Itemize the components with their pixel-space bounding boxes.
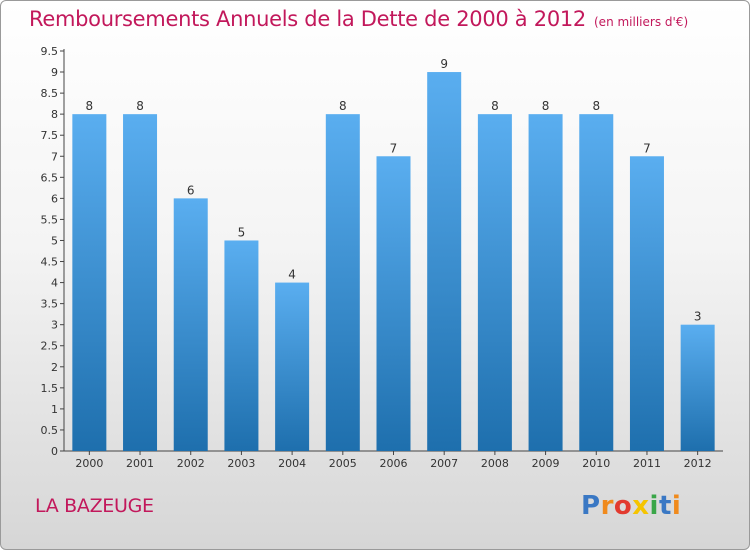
bar-value-label: 5 [238,225,246,239]
y-tick-label: 5.5 [41,213,59,226]
bar-value-label: 9 [440,57,448,71]
bar [427,72,462,451]
logo-letter: i [671,491,682,521]
bar-value-label: 6 [187,183,195,197]
x-tick-label: 2010 [582,457,610,470]
bar [680,324,715,451]
x-tick-label: 2011 [633,457,661,470]
bar-value-label: 7 [390,141,398,155]
bar [224,240,259,451]
x-tick-label: 2012 [684,457,712,470]
y-tick-label: 2 [51,361,58,374]
y-tick-label: 6.5 [41,171,59,184]
y-tick-label: 4.5 [41,256,59,269]
bar-value-label: 3 [694,310,702,324]
bar [477,114,512,451]
bar [376,156,411,451]
bar [275,282,310,451]
x-tick-label: 2006 [380,457,408,470]
y-tick-label: 2.5 [41,340,59,353]
y-tick-label: 8.5 [41,87,59,100]
logo-letter: x [632,491,650,521]
bar-value-label: 8 [86,99,94,113]
bar-value-label: 8 [542,99,550,113]
y-tick-label: 8 [51,108,58,121]
y-tick-label: 1 [51,403,58,416]
title-block: Remboursements Annuels de la Dette de 20… [29,7,688,31]
y-tick-label: 6 [51,192,58,205]
logo-letter: o [613,491,633,521]
x-tick-label: 2003 [227,457,255,470]
y-tick-label: 3.5 [41,298,59,311]
y-tick-label: 0 [51,445,58,458]
bar-value-label: 8 [136,99,144,113]
y-tick-label: 7 [51,150,58,163]
bar [72,114,107,451]
commune-name: LA BAZEUGE [35,495,154,517]
y-tick-label: 0.5 [41,424,59,437]
bar [173,198,208,451]
logo-letter: r [600,491,614,521]
bar [123,114,158,451]
chart-title: Remboursements Annuels de la Dette de 20… [29,7,586,31]
x-tick-label: 2002 [177,457,205,470]
y-tick-label: 9 [51,66,58,79]
bar-value-label: 8 [339,99,347,113]
y-tick-label: 3 [51,319,58,332]
chart-unit: (en milliers d'€) [594,15,689,29]
bar [579,114,614,451]
y-tick-label: 1.5 [41,382,59,395]
bar-value-label: 4 [288,268,296,282]
bar [325,114,360,451]
y-tick-label: 5 [51,234,58,247]
x-tick-label: 2004 [278,457,306,470]
x-tick-label: 2009 [532,457,560,470]
bar [629,156,664,451]
logo-letter: t [658,491,672,521]
x-tick-label: 2005 [329,457,357,470]
bar-value-label: 7 [643,141,651,155]
logo-letter: P [581,491,601,521]
x-tick-label: 2000 [75,457,103,470]
y-tick-label: 7.5 [41,129,59,142]
logo-letter: i [649,491,659,521]
y-tick-label: 9.5 [41,45,59,58]
bar-value-label: 8 [491,99,499,113]
x-tick-label: 2001 [126,457,154,470]
proxiti-logo: Proxiti [581,491,681,521]
x-tick-label: 2008 [481,457,509,470]
y-tick-label: 4 [51,277,58,290]
x-tick-label: 2007 [430,457,458,470]
bar [528,114,563,451]
bar-value-label: 8 [592,99,600,113]
